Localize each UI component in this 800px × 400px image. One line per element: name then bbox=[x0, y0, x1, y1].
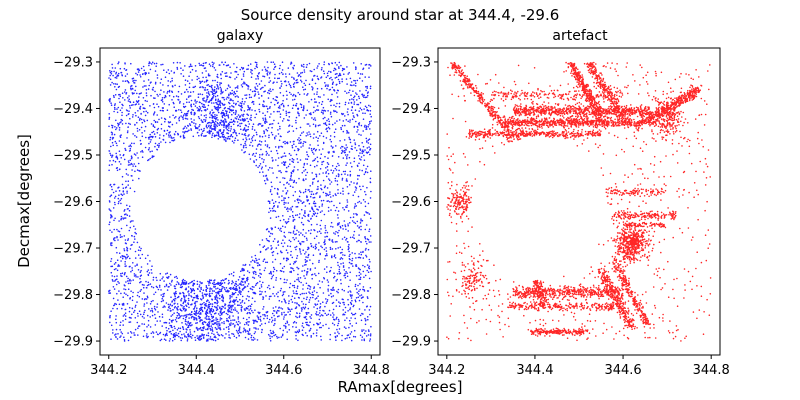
y-tick-label: −29.9 bbox=[391, 335, 431, 350]
chart-title: Source density around star at 344.4, -29… bbox=[241, 6, 560, 24]
x-tick-label: 344.4 bbox=[178, 363, 215, 378]
x-tick-label: 344.8 bbox=[693, 363, 730, 378]
galaxy-axes-frame bbox=[99, 47, 381, 356]
x-tick-label: 344.2 bbox=[428, 363, 465, 378]
artefact-x-ticks: 344.2 344.4 344.6 344.8 bbox=[428, 355, 730, 378]
galaxy-x-ticks: 344.2 344.4 344.6 344.8 bbox=[90, 355, 390, 378]
galaxy-y-ticks: −29.3 −29.4 −29.5 −29.6 −29.7 −29.8 −29.9 bbox=[53, 55, 100, 350]
x-axis-label: RAmax[degrees] bbox=[338, 378, 463, 396]
y-tick-label: −29.4 bbox=[53, 102, 93, 117]
y-tick-label: −29.8 bbox=[391, 288, 431, 303]
artefact-panel-title: artefact bbox=[552, 28, 608, 44]
x-tick-label: 344.4 bbox=[516, 363, 553, 378]
y-tick-label: −29.7 bbox=[391, 242, 431, 257]
artefact-y-ticks: −29.3 −29.4 −29.5 −29.6 −29.7 −29.8 −29.9 bbox=[391, 55, 438, 350]
y-tick-label: −29.4 bbox=[391, 102, 431, 117]
y-tick-label: −29.7 bbox=[53, 242, 93, 257]
y-tick-label: −29.3 bbox=[391, 55, 431, 70]
x-tick-label: 344.2 bbox=[90, 363, 127, 378]
y-axis-label: Decmax[degrees] bbox=[15, 134, 33, 268]
y-tick-label: −29.8 bbox=[53, 288, 93, 303]
artefact-points bbox=[446, 61, 712, 342]
y-tick-label: −29.6 bbox=[53, 195, 93, 210]
x-tick-label: 344.6 bbox=[604, 363, 641, 378]
x-tick-label: 344.8 bbox=[353, 363, 390, 378]
scatter-point bbox=[108, 61, 373, 342]
y-tick-label: −29.5 bbox=[53, 148, 93, 163]
galaxy-points bbox=[108, 61, 373, 342]
artefact-panel: artefact 344.2 344.4 344.6 344.8 −29.3 −29.4… bbox=[391, 28, 730, 378]
scatter-point bbox=[446, 61, 712, 342]
y-tick-label: −29.9 bbox=[53, 335, 93, 350]
y-tick-label: −29.6 bbox=[391, 195, 431, 210]
galaxy-panel: galaxy 344.2 344.4 344.6 344.8 −29.3−29.4−2… bbox=[53, 28, 390, 378]
galaxy-panel-title: galaxy bbox=[217, 28, 264, 44]
y-tick-label: −29.3 bbox=[53, 55, 93, 70]
x-tick-label: 344.6 bbox=[265, 363, 302, 378]
y-tick-label: −29.5 bbox=[391, 148, 431, 163]
